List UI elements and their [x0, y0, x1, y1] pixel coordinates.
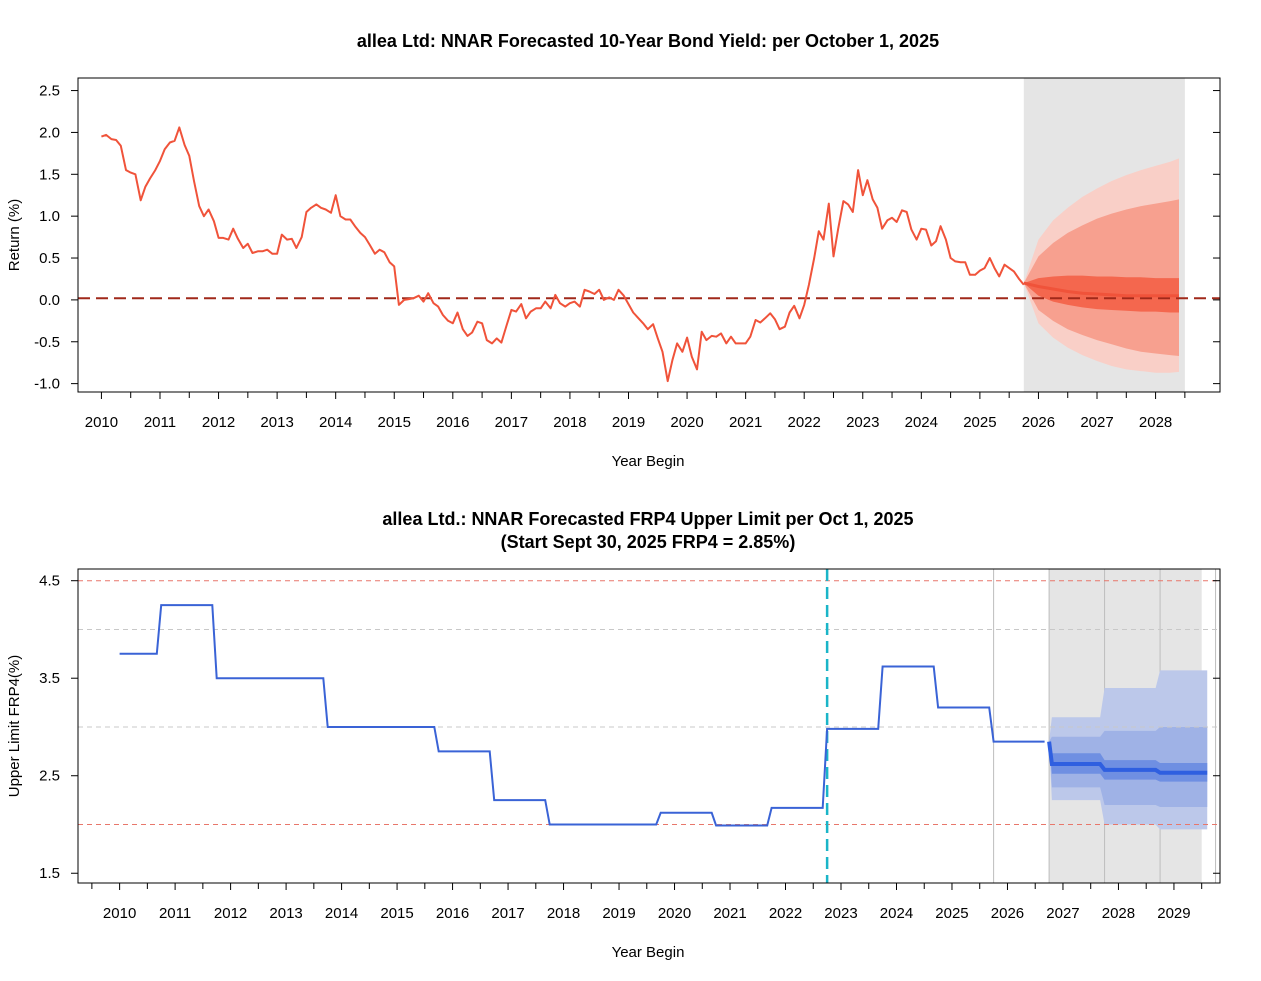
x-tick-label: 2011 — [144, 414, 176, 431]
y-tick-label: 1.5 — [39, 865, 60, 882]
x-tick-label: 2026 — [991, 905, 1024, 922]
x-tick-label: 2012 — [202, 414, 235, 431]
x-tick-label: 2022 — [788, 414, 821, 431]
x-tick-label: 2020 — [658, 905, 691, 922]
chart1-ylabel: Return (%) — [6, 199, 23, 272]
x-tick-label: 2016 — [436, 905, 469, 922]
y-tick-label: 1.5 — [39, 166, 60, 183]
x-tick-label: 2021 — [729, 414, 762, 431]
plot-frame — [77, 568, 1221, 884]
x-tick-label: 2022 — [769, 905, 802, 922]
x-tick-label: 2011 — [159, 905, 191, 922]
x-tick-label: 2017 — [491, 905, 524, 922]
y-tick-label: 4.5 — [39, 573, 60, 590]
history-step-line — [119, 604, 1045, 827]
chart1-xlabel: Year Begin — [612, 453, 685, 470]
y-tick-label: 0.5 — [39, 250, 60, 267]
chart1-title: allea Ltd: NNAR Forecasted 10-Year Bond … — [357, 31, 939, 51]
y-tick-label: 3.5 — [39, 670, 60, 687]
x-tick-label: 2013 — [269, 905, 302, 922]
x-tick-label: 2023 — [824, 905, 857, 922]
x-tick-label: 2019 — [602, 905, 635, 922]
x-tick-label: 2025 — [935, 905, 968, 922]
x-tick-label: 2015 — [378, 414, 411, 431]
x-tick-label: 2018 — [547, 905, 580, 922]
history-line — [101, 126, 1025, 383]
forecast-mean-line — [1047, 741, 1208, 775]
y-tick-label: 2.5 — [39, 768, 60, 785]
forecast-mean-line — [1023, 281, 1179, 298]
y-tick-label: -1.0 — [34, 376, 60, 393]
x-tick-label: 2025 — [963, 414, 996, 431]
x-tick-label: 2020 — [670, 414, 703, 431]
x-tick-label: 2028 — [1102, 905, 1135, 922]
y-tick-label: 0.0 — [39, 292, 60, 309]
x-tick-label: 2024 — [905, 414, 938, 431]
x-tick-label: 2014 — [325, 905, 358, 922]
x-tick-label: 2024 — [880, 905, 913, 922]
x-tick-label: 2010 — [103, 905, 136, 922]
y-tick-label: 1.0 — [39, 208, 60, 225]
x-tick-label: 2015 — [380, 905, 413, 922]
x-tick-label: 2013 — [260, 414, 293, 431]
x-tick-label: 2018 — [553, 414, 586, 431]
x-tick-label: 2029 — [1157, 905, 1190, 922]
chart2-title-line1: allea Ltd.: NNAR Forecasted FRP4 Upper L… — [382, 509, 913, 529]
plot-frame — [77, 77, 1221, 393]
chart2-plot: 2010 2011 2012 2013 2014 2015 2016 2017 2018 2019… — [39, 568, 1221, 922]
x-tick-label: 2027 — [1080, 414, 1113, 431]
y-tick-label: 2.5 — [39, 83, 60, 100]
chart2-title-line2: (Start Sept 30, 2025 FRP4 = 2.85%) — [501, 532, 796, 552]
y-tick-label: 2.0 — [39, 124, 60, 141]
x-tick-label: 2028 — [1139, 414, 1172, 431]
x-tick-label: 2023 — [846, 414, 879, 431]
x-tick-label: 2021 — [713, 905, 746, 922]
chart1-plot: 2010 2011 2012 2013 2014 2015 2016 2017 2018 2019… — [34, 77, 1221, 431]
x-tick-label: 2019 — [612, 414, 645, 431]
y-tick-label: -0.5 — [34, 334, 60, 351]
x-tick-label: 2010 — [85, 414, 118, 431]
chart2-ylabel: Upper Limit FRP4(%) — [6, 655, 23, 798]
x-tick-label: 2012 — [214, 905, 247, 922]
x-tick-label: 2017 — [495, 414, 528, 431]
x-tick-label: 2016 — [436, 414, 469, 431]
x-tick-label: 2027 — [1046, 905, 1079, 922]
chart2-xlabel: Year Begin — [612, 944, 685, 961]
x-tick-label: 2014 — [319, 414, 352, 431]
x-tick-label: 2026 — [1022, 414, 1055, 431]
